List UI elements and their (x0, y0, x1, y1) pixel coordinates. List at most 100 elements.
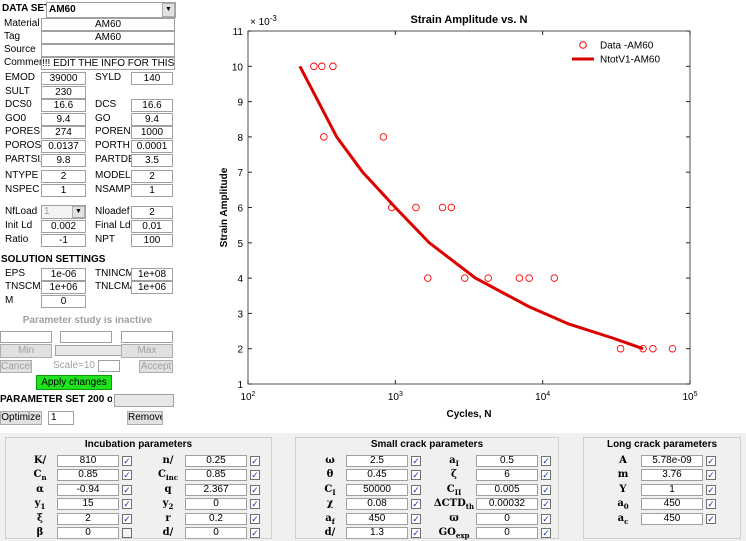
text-field[interactable]: 2 (131, 170, 173, 183)
study-field[interactable] (121, 331, 173, 343)
dropdown-arrow[interactable]: ▼ (72, 206, 85, 218)
checkbox[interactable]: ✓ (541, 499, 551, 510)
text-field[interactable]: -1 (41, 234, 86, 247)
param-field[interactable]: 5.78e-09 (641, 455, 703, 467)
text-field[interactable]: 100 (131, 234, 173, 247)
param-field[interactable]: 6 (476, 469, 538, 482)
checkbox[interactable]: ✓ (250, 513, 260, 524)
text-field[interactable]: 1 (131, 183, 173, 197)
checkbox[interactable]: ✓ (541, 456, 551, 466)
param-field[interactable]: 3.76 (641, 469, 703, 482)
checkbox[interactable]: ✓ (122, 456, 132, 466)
accept-button[interactable]: Accept (139, 360, 173, 373)
checkbox[interactable]: ✓ (411, 484, 421, 495)
checkbox[interactable]: ✓ (250, 470, 260, 481)
checkbox[interactable] (122, 528, 132, 538)
checkbox[interactable]: ✓ (706, 499, 716, 510)
param-field[interactable]: -0.94 (57, 483, 119, 496)
set-dropdown[interactable]: 1 (48, 411, 74, 425)
text-field[interactable]: 1000 (131, 126, 173, 140)
checkbox[interactable]: ✓ (541, 513, 551, 524)
checkbox[interactable]: ✓ (250, 528, 260, 538)
param-field[interactable]: 0.08 (346, 498, 408, 511)
param-field[interactable]: 0 (476, 512, 538, 525)
param-field[interactable]: 50000 (346, 483, 408, 496)
param-field[interactable]: 0 (185, 498, 247, 511)
checkbox[interactable]: ✓ (122, 470, 132, 481)
param-field[interactable]: 0 (185, 527, 247, 539)
text-field[interactable]: 2 (131, 206, 173, 219)
text-field[interactable]: 1e+08 (131, 268, 173, 281)
checkbox[interactable]: ✓ (411, 499, 421, 510)
param-field[interactable]: 0.85 (57, 469, 119, 482)
max-button[interactable]: Max (121, 344, 173, 358)
checkbox[interactable]: ✓ (411, 528, 421, 538)
text-field[interactable]: 1e+06 (41, 281, 86, 295)
text-field[interactable]: 39000 (41, 72, 86, 85)
param-field[interactable]: 0.45 (346, 469, 408, 482)
text-field[interactable]: 1 (41, 183, 86, 197)
checkbox[interactable]: ✓ (250, 484, 260, 495)
remove-button[interactable]: Remove (127, 411, 163, 425)
text-field[interactable]: 1e+06 (131, 281, 173, 295)
text-field[interactable]: 3.5 (131, 153, 173, 167)
text-field[interactable]: 1e-06 (41, 268, 86, 281)
text-field[interactable]: 274 (41, 126, 86, 140)
param-field[interactable]: 2 (57, 512, 119, 525)
text-field[interactable]: 0.002 (41, 220, 86, 233)
text-field[interactable]: 2 (41, 170, 86, 183)
study-field[interactable] (0, 331, 52, 343)
checkbox[interactable]: ✓ (122, 484, 132, 495)
param-field[interactable]: 810 (57, 455, 119, 467)
text-field[interactable]: !!! EDIT THE INFO FOR THIS DAT (41, 57, 175, 70)
cancel-button[interactable]: Cancel (0, 360, 32, 373)
text-field[interactable]: 140 (131, 72, 173, 85)
checkbox[interactable]: ✓ (250, 456, 260, 466)
scale-field[interactable] (98, 360, 120, 372)
dropdown-arrow[interactable]: ▼ (162, 3, 175, 17)
study-slider[interactable] (55, 345, 125, 356)
param-field[interactable]: 450 (641, 512, 703, 525)
checkbox[interactable]: ✓ (122, 499, 132, 510)
param-field[interactable]: 0.005 (476, 483, 538, 496)
param-field[interactable]: 1.3 (346, 527, 408, 539)
param-field[interactable]: 0 (476, 527, 538, 539)
text-field[interactable]: 16.6 (41, 99, 86, 113)
param-field[interactable]: 0.25 (185, 455, 247, 467)
text-field[interactable]: 0.01 (131, 220, 173, 233)
text-field[interactable]: 9.4 (41, 112, 86, 126)
checkbox[interactable]: ✓ (541, 470, 551, 481)
text-field[interactable]: 9.4 (131, 112, 173, 126)
text-field[interactable]: 16.6 (131, 99, 173, 113)
param-field[interactable]: 450 (346, 512, 408, 525)
checkbox[interactable]: ✓ (706, 456, 716, 466)
param-field[interactable]: 0 (57, 527, 119, 539)
checkbox[interactable]: ✓ (541, 484, 551, 495)
data-set-dropdown[interactable]: AM60 (46, 2, 176, 18)
checkbox[interactable]: ✓ (250, 499, 260, 510)
min-button[interactable]: Min (0, 344, 52, 358)
checkbox[interactable]: ✓ (541, 528, 551, 538)
apply-button[interactable]: Apply changes (36, 375, 112, 390)
param-field[interactable]: 15 (57, 498, 119, 511)
param-field[interactable]: 2.5 (346, 455, 408, 467)
checkbox[interactable]: ✓ (706, 484, 716, 495)
parameter-set-slider[interactable] (114, 394, 174, 407)
param-field[interactable]: 0.85 (185, 469, 247, 482)
study-field[interactable] (60, 331, 112, 343)
optimize-button[interactable]: Optimize (0, 411, 42, 425)
param-field[interactable]: 0.00032 (476, 498, 538, 511)
text-field[interactable]: 0 (41, 294, 86, 308)
text-field[interactable]: 9.8 (41, 153, 86, 167)
param-field[interactable]: 2.367 (185, 483, 247, 496)
param-field[interactable]: 1 (641, 483, 703, 496)
checkbox[interactable]: ✓ (411, 513, 421, 524)
checkbox[interactable]: ✓ (122, 513, 132, 524)
checkbox[interactable]: ✓ (706, 513, 716, 524)
text-field[interactable]: AM60 (41, 18, 175, 31)
text-field[interactable]: 230 (41, 85, 86, 99)
checkbox[interactable]: ✓ (411, 470, 421, 481)
text-field[interactable]: 0.0001 (131, 140, 173, 153)
param-field[interactable]: 0.2 (185, 512, 247, 525)
checkbox[interactable]: ✓ (706, 470, 716, 481)
